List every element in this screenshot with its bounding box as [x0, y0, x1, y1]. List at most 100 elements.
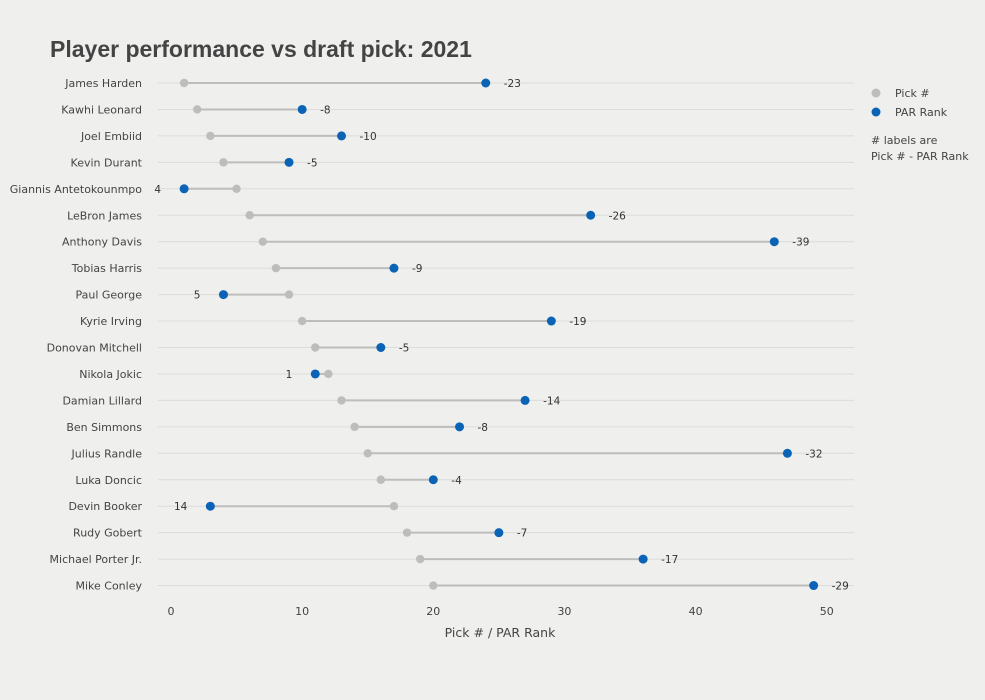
chart-title: Player performance vs draft pick: 2021 [50, 36, 472, 62]
y-tick-label: Mike Conley [75, 580, 142, 593]
par-rank-point [205, 501, 215, 511]
legend: Pick # PAR Rank # labels are Pick # - PA… [871, 87, 969, 163]
y-tick-label: James Harden [64, 77, 142, 90]
legend-label-pick: Pick # [895, 87, 930, 100]
legend-marker-par [871, 107, 881, 117]
legend-note-line-1: # labels are [871, 134, 938, 147]
par-rank-point [769, 237, 779, 247]
pick-point [324, 369, 333, 379]
pick-point [311, 343, 320, 352]
y-tick-label: Julius Randle [71, 447, 143, 460]
data-points [179, 78, 819, 591]
pick-point [376, 475, 386, 484]
pick-point [389, 502, 399, 511]
par-rank-point [546, 316, 556, 326]
pick-point [245, 211, 254, 220]
y-tick-label: Michael Porter Jr. [50, 553, 142, 566]
data-label: 5 [194, 290, 201, 302]
pick-point [350, 422, 359, 432]
y-tick-label: Donovan Mitchell [47, 342, 142, 355]
y-tick-label: Ben Simmons [66, 421, 142, 434]
par-rank-point [494, 528, 504, 538]
gridlines [158, 82, 854, 587]
pick-point [363, 449, 372, 458]
data-label: -4 [451, 475, 462, 487]
y-tick-label: Devin Booker [68, 500, 142, 513]
y-tick-label: Damian Lillard [62, 394, 142, 407]
y-tick-label: Rudy Gobert [73, 527, 143, 540]
data-label: -7 [517, 528, 527, 540]
par-rank-point [455, 422, 465, 432]
data-label: -5 [307, 157, 317, 169]
pick-point [219, 158, 228, 167]
data-label: -14 [543, 395, 560, 407]
pick-point [415, 554, 425, 564]
data-label: -29 [832, 581, 849, 593]
data-labels: -23 -8 -10 -5 4 -26 -39 -9 5 -19 -5 1 -14 -8 -32 -4 14 -7… [154, 78, 848, 593]
pick-point [193, 105, 202, 114]
legend-label-par: PAR Rank [895, 106, 948, 119]
connector-lines [184, 82, 814, 587]
par-rank-point [376, 343, 386, 352]
y-tick-label: Giannis Antetokounmpo [10, 183, 143, 196]
x-tick-label: 30 [557, 605, 571, 618]
y-tick-label: Joel Embiid [80, 130, 142, 143]
y-tick-label: Kawhi Leonard [61, 103, 142, 116]
y-tick-label: Kevin Durant [71, 156, 143, 169]
y-tick-label: Paul George [75, 289, 142, 302]
pick-point [284, 290, 294, 299]
par-rank-point [586, 210, 596, 220]
par-rank-point [782, 448, 792, 458]
pick-point [402, 528, 412, 537]
x-tick-label: 0 [168, 605, 175, 618]
data-label: -17 [661, 554, 678, 566]
x-tick-label: 10 [295, 605, 309, 618]
y-tick-label: Tobias Harris [71, 262, 143, 275]
data-label: 4 [154, 184, 161, 196]
x-tick-label: 50 [820, 605, 834, 618]
x-tick-label: 40 [689, 605, 703, 618]
data-label: -39 [792, 237, 809, 249]
y-tick-label: LeBron James [67, 209, 142, 222]
pick-point [179, 78, 189, 88]
par-rank-point [336, 131, 346, 141]
par-rank-point [179, 184, 189, 194]
data-label: -19 [569, 316, 586, 328]
y-axis-labels: James Harden Kawhi Leonard Joel Embiid Kevi… [10, 77, 143, 593]
x-axis-title: Pick # / PAR Rank [445, 625, 556, 640]
y-tick-label: Kyrie Irving [80, 315, 142, 328]
legend-marker-pick [871, 88, 881, 98]
par-rank-point [310, 369, 320, 379]
y-tick-label: Anthony Davis [62, 236, 142, 249]
data-label: -8 [478, 422, 488, 434]
par-rank-point [809, 581, 819, 591]
y-tick-label: Nikola Jokic [79, 368, 142, 381]
data-label: -9 [412, 263, 422, 275]
data-label: -10 [359, 131, 376, 143]
pick-point [337, 396, 346, 405]
par-rank-point [297, 104, 307, 114]
y-tick-label: Luka Doncic [75, 474, 142, 487]
pick-point [258, 237, 268, 246]
par-rank-point [428, 475, 438, 485]
data-label: -8 [320, 104, 330, 116]
pick-point [297, 316, 307, 326]
data-label: -23 [504, 78, 521, 90]
par-rank-point [481, 78, 491, 88]
x-axis-ticks: 0 10 20 30 40 50 [168, 605, 834, 618]
pick-point [232, 184, 241, 193]
legend-note-line-2: Pick # - PAR Rank [871, 150, 969, 163]
pick-point [206, 131, 215, 141]
x-tick-label: 20 [426, 605, 440, 618]
par-rank-point [389, 263, 399, 273]
data-label: -5 [399, 343, 409, 355]
par-rank-point [638, 554, 648, 564]
data-label: 1 [286, 369, 293, 381]
pick-point [429, 581, 438, 590]
par-rank-point [520, 395, 530, 405]
data-label: -26 [609, 210, 626, 222]
data-label: -32 [805, 448, 822, 460]
data-label: 14 [174, 501, 188, 513]
par-rank-point [284, 157, 294, 167]
